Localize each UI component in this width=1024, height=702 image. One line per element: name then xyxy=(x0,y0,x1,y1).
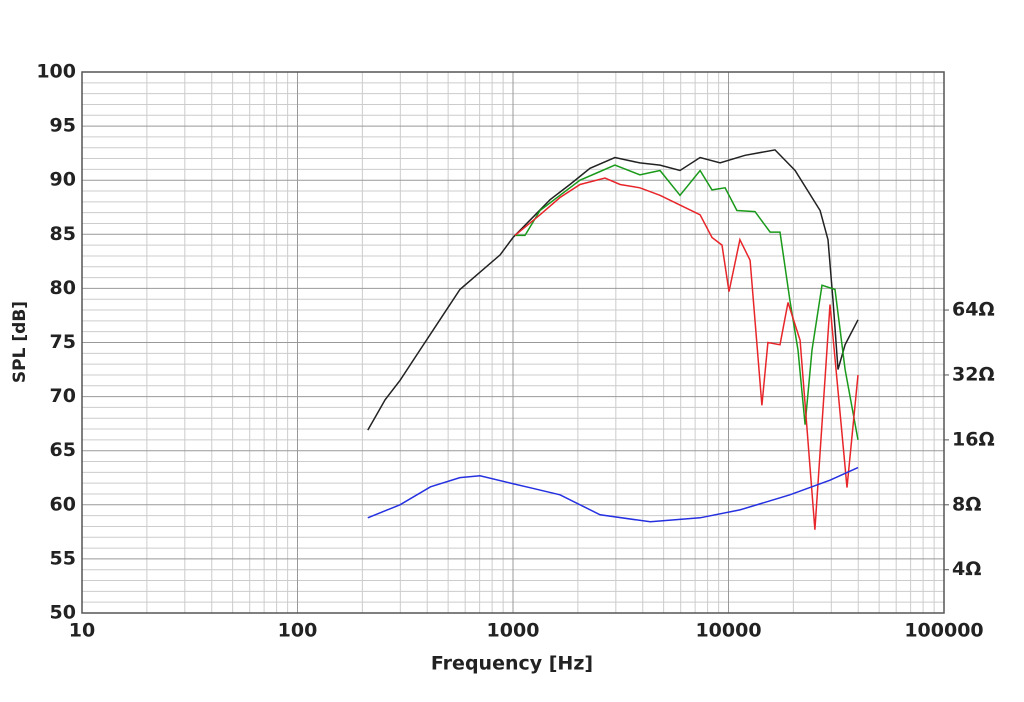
y2-tick-label: 4Ω xyxy=(952,558,981,580)
y-tick-label: 95 xyxy=(50,115,76,137)
x-axis-label: Frequency [Hz] xyxy=(431,653,593,675)
series-line xyxy=(367,149,859,431)
y-axis-label: SPL [dB] xyxy=(10,301,30,383)
series-line xyxy=(514,177,859,530)
x-tick-label: 100 xyxy=(278,620,318,642)
y2-tick-label: 16Ω xyxy=(952,428,995,450)
y-tick-label: 85 xyxy=(50,223,76,245)
y2-tick-label: 32Ω xyxy=(952,363,995,385)
y-tick-label: 80 xyxy=(50,277,76,299)
x-tick-label: 100000 xyxy=(904,620,983,642)
x-tick-label: 10 xyxy=(69,620,95,642)
y-tick-label: 70 xyxy=(50,385,76,407)
y-tick-label: 75 xyxy=(50,331,76,353)
y-tick-label: 100 xyxy=(36,61,76,83)
x-tick-label: 10000 xyxy=(695,620,761,642)
y-tick-label: 90 xyxy=(50,169,76,191)
y-tick-label: 50 xyxy=(50,602,76,624)
y2-tick-label: 64Ω xyxy=(952,299,995,321)
y-tick-label: 65 xyxy=(50,439,76,461)
series-line xyxy=(514,164,859,441)
y-tick-label: 55 xyxy=(50,547,76,569)
series-line xyxy=(367,466,859,523)
x-tick-label: 1000 xyxy=(487,620,540,642)
y2-tick-label: 8Ω xyxy=(952,493,981,515)
y-tick-label: 60 xyxy=(50,493,76,515)
plot-frame xyxy=(81,71,945,614)
